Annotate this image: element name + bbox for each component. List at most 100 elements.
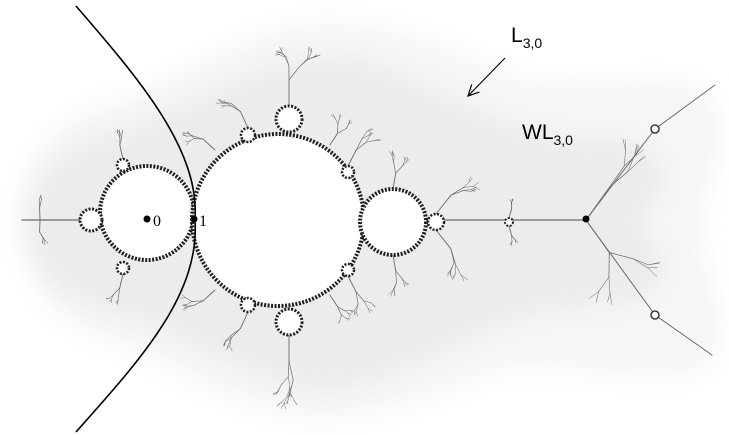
filament-segment (276, 51, 281, 54)
filament-segment (404, 156, 407, 161)
filament-segment (118, 287, 121, 297)
filament-segment (222, 341, 226, 346)
filament-segment (369, 132, 374, 137)
filament-segment (588, 291, 599, 299)
filament-segment (43, 238, 46, 246)
filament-segment (185, 297, 193, 302)
filament-segment (334, 117, 339, 125)
filament-segment (279, 54, 286, 58)
filament-segment (189, 134, 195, 139)
filament-segment (277, 384, 282, 392)
filament-segment (390, 290, 394, 297)
filament-segment (217, 99, 223, 104)
filament-segment (468, 176, 471, 183)
filament-segment (450, 190, 464, 196)
filament-segment (307, 56, 316, 60)
filament-segment (273, 391, 278, 395)
pointer-arrow (468, 57, 506, 96)
filament-segment (608, 252, 634, 260)
filament-segment (391, 155, 394, 164)
filament-segment (472, 182, 479, 187)
point-0-label: 0 (153, 213, 161, 230)
filament-segment (351, 310, 355, 314)
filament-segment (339, 114, 341, 119)
filament-segment (395, 270, 403, 279)
filament-segment (367, 307, 373, 312)
filament-segment (349, 310, 354, 313)
filament-segment (287, 376, 291, 387)
filament-segment (450, 187, 464, 196)
filament-segment (231, 328, 241, 339)
filament-segment (289, 392, 292, 398)
filament-segment (607, 292, 611, 303)
filament-segment (460, 274, 465, 282)
filament-segment (511, 235, 516, 241)
filament-segment (405, 282, 409, 285)
filament-segment (624, 149, 626, 166)
filament-segment (119, 137, 122, 146)
filament-segment (337, 118, 340, 125)
filament-segment (635, 149, 645, 156)
filament-segment (634, 143, 638, 156)
filament-segment (202, 289, 216, 302)
filament-segment (42, 238, 44, 244)
filament-segment (218, 99, 224, 103)
filament-segment (183, 306, 188, 311)
filament-segment (282, 393, 290, 402)
filament-segment (447, 270, 451, 277)
filament-segment (181, 294, 186, 298)
filament-segment (119, 132, 121, 138)
filament-segment (307, 56, 314, 60)
filament-segment (647, 262, 660, 266)
filament-segment (401, 278, 406, 283)
filament-segment (365, 140, 375, 143)
filament-segment (286, 391, 290, 396)
filament-segment (355, 311, 358, 317)
filament-segment (608, 276, 611, 294)
filament-segment (117, 295, 119, 301)
filament-segment (281, 376, 289, 386)
filament-segment (450, 248, 456, 265)
filament-segment (395, 165, 403, 174)
filament-segment (337, 128, 347, 134)
filament-segment (284, 57, 290, 66)
filament-segment (633, 258, 649, 266)
filament-segment (105, 297, 110, 299)
filament-segment (186, 132, 194, 137)
filament-segment (180, 297, 186, 299)
filament-segment (113, 287, 121, 295)
filament-segment (287, 360, 290, 378)
filament-segment (402, 161, 407, 167)
filament-segment (638, 155, 645, 163)
filament-segment (366, 129, 374, 132)
filament-segment (355, 138, 363, 151)
curve-label-main: L (511, 24, 523, 47)
filament-segment (240, 311, 249, 329)
filament-segment (363, 300, 372, 304)
filament-segment (393, 162, 397, 174)
filament-segment (293, 399, 298, 406)
filament-segment (348, 313, 352, 315)
filament-segment (281, 51, 286, 58)
filament-segment (353, 311, 357, 316)
filament-segment (193, 300, 204, 306)
filament-segment (338, 319, 341, 324)
filament-segment (508, 207, 513, 219)
filament-segment (463, 190, 472, 192)
filament-segment (279, 46, 283, 52)
filament-segment (225, 345, 230, 351)
filament-segment (392, 254, 397, 272)
filament-segment (183, 305, 189, 307)
filament-segment (40, 197, 42, 202)
filament-segment (348, 119, 351, 124)
filament-segment (510, 241, 513, 246)
filament-segment (449, 262, 455, 272)
filament-segment (280, 402, 285, 409)
filament-segment (193, 138, 204, 140)
filament-segment (622, 138, 626, 151)
filament-segment (192, 135, 204, 140)
filament-segment (647, 267, 658, 277)
curve-label: L3,0 (511, 24, 542, 51)
filament-segment (366, 128, 372, 132)
